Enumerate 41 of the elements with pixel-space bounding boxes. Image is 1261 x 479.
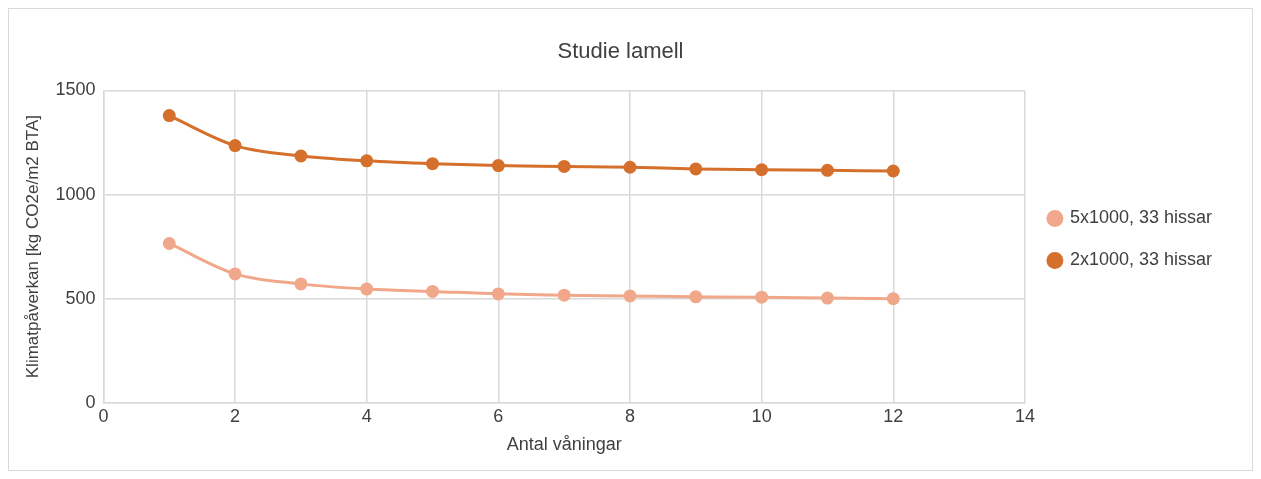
point bbox=[820, 291, 834, 305]
point bbox=[689, 290, 703, 304]
point bbox=[820, 163, 834, 177]
legend-label: 5x1000, 33 hissar bbox=[1069, 207, 1213, 228]
x-tick-label: 10 bbox=[751, 405, 772, 426]
point bbox=[557, 288, 571, 302]
x-tick-label: 6 bbox=[493, 405, 504, 426]
point bbox=[360, 154, 374, 168]
y-tick-label: 0 bbox=[85, 391, 96, 412]
y-tick-label: 1000 bbox=[55, 183, 96, 204]
point bbox=[491, 287, 505, 301]
point bbox=[162, 109, 176, 123]
x-tick-label: 12 bbox=[883, 405, 904, 426]
point bbox=[162, 236, 176, 250]
x-tick-label: 8 bbox=[624, 405, 635, 426]
point bbox=[228, 139, 242, 153]
x-tick-label: 4 bbox=[361, 405, 372, 426]
point bbox=[755, 163, 769, 177]
point bbox=[228, 267, 242, 281]
y-tick-label: 1500 bbox=[55, 79, 96, 100]
point bbox=[294, 149, 308, 163]
point bbox=[623, 289, 637, 303]
point bbox=[557, 159, 571, 173]
point bbox=[886, 164, 900, 178]
point bbox=[755, 290, 769, 304]
point bbox=[360, 282, 374, 296]
point bbox=[689, 162, 703, 176]
x-tick-label: 0 bbox=[98, 405, 109, 426]
point bbox=[294, 277, 308, 291]
x-axis-title: Antal våningar bbox=[506, 434, 622, 455]
chart-title: Studie lamell bbox=[557, 38, 684, 64]
legend-label: 2x1000, 33 hissar bbox=[1069, 249, 1213, 270]
point bbox=[426, 157, 440, 171]
point bbox=[886, 292, 900, 306]
y-tick-label: 500 bbox=[65, 287, 96, 308]
y-axis-title: Klimatpåverkan [kg CO2e/m2 BTA] bbox=[22, 114, 42, 379]
point bbox=[491, 159, 505, 173]
point bbox=[623, 160, 637, 174]
x-tick-label: 2 bbox=[230, 405, 241, 426]
point bbox=[426, 284, 440, 298]
x-tick-label: 14 bbox=[1014, 405, 1035, 426]
